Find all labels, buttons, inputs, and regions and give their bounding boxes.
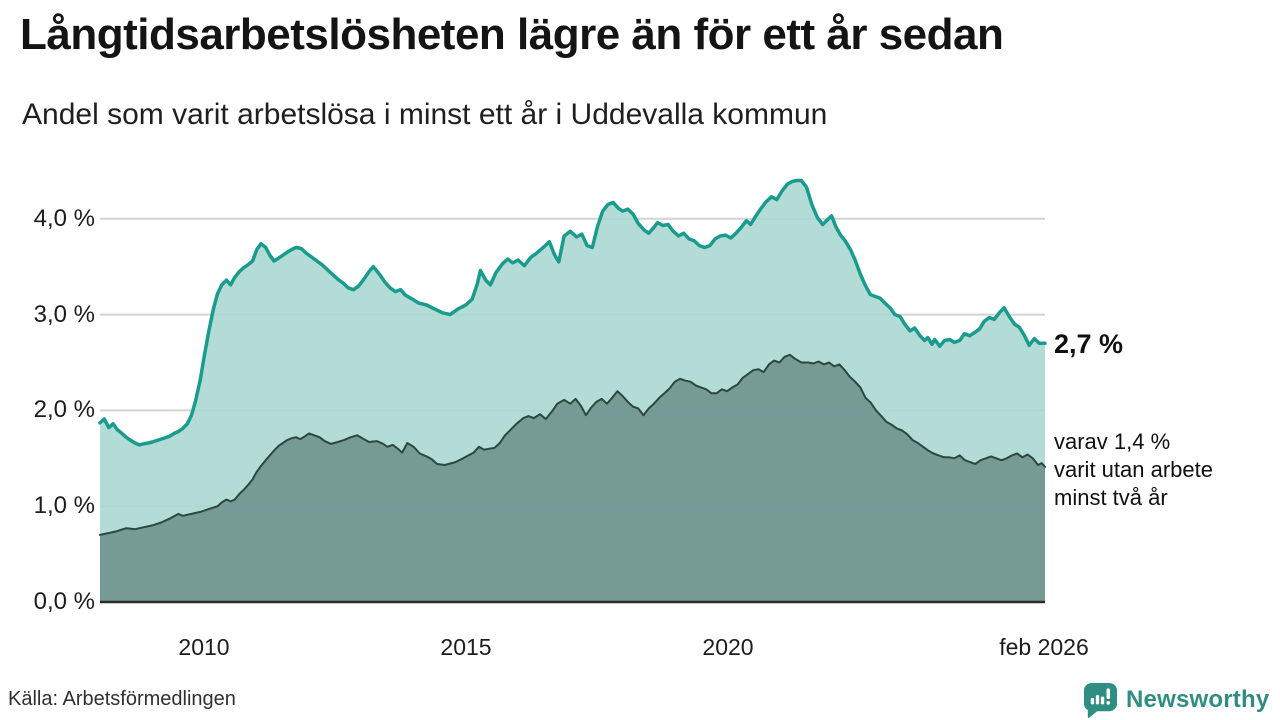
newsworthy-chart-bubble-icon: [1083, 682, 1118, 719]
chart-subtitle: Andel som varit arbetslösa i minst ett å…: [22, 98, 828, 131]
y-tick-label-1: 1,0 %: [33, 492, 95, 519]
y-tick-label-2: 2,0 %: [33, 396, 95, 423]
y-tick-label-4: 4,0 %: [33, 205, 95, 232]
area-fill-unemployed-two-years: [100, 354, 1045, 602]
y-tick-label-3: 3,0 %: [33, 301, 95, 328]
x-tick-label-2010: 2010: [178, 634, 230, 660]
series-line-one-year: [98, 178, 1047, 447]
latest-value-annotation: 2,7 %: [1054, 329, 1124, 359]
chart-title: Långtidsarbetslösheten lägre än för ett …: [20, 10, 1004, 59]
annotation-line-1: varav 1,4 %: [1054, 429, 1171, 454]
x-tick-label-2020: 2020: [702, 634, 754, 660]
newsworthy-branding: Newsworthy: [1082, 681, 1269, 719]
source-attribution: Källa: Arbetsförmedlingen: [8, 688, 236, 710]
y-tick-label-0: 0,0 %: [33, 588, 95, 615]
annotation-line-2: varit utan arbete: [1054, 457, 1213, 482]
x-tick-label-2015: 2015: [440, 634, 492, 660]
series-line-two-years: [99, 353, 1046, 536]
x-tick-label-feb-2026: feb 2026: [999, 634, 1089, 660]
newsworthy-wordmark: Newsworthy: [1126, 686, 1270, 713]
secondary-series-annotation: varav 1,4 % varit utan arbete minst två …: [1054, 428, 1213, 512]
annotation-line-3: minst två år: [1054, 485, 1168, 510]
